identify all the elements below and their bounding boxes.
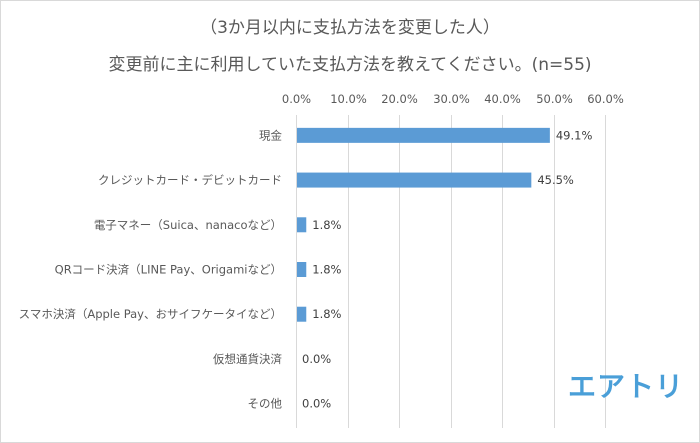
category-label: スマホ決済（Apple Pay、おサイフケータイなど） — [19, 307, 282, 321]
bar-1 — [297, 172, 532, 188]
x-tick-label: 50.0% — [536, 92, 573, 106]
category-label: 仮想通貨決済 — [213, 352, 282, 366]
data-label: 1.8% — [312, 307, 341, 321]
x-tick-label: 40.0% — [484, 92, 521, 106]
data-label: 0.0% — [302, 352, 331, 366]
bar-0 — [297, 127, 550, 143]
data-label: 45.5% — [537, 173, 574, 187]
data-label: 49.1% — [556, 128, 593, 142]
bar-4 — [297, 306, 307, 322]
category-label: QRコード決済（LINE Pay、Origamiなど） — [55, 263, 282, 277]
x-tick-label: 60.0% — [587, 92, 624, 106]
category-label: 電子マネー（Suica、nanacoなど） — [94, 218, 282, 232]
x-tick-label: 30.0% — [433, 92, 470, 106]
bar-3 — [297, 262, 307, 277]
chart-title-line-2: 変更前に主に利用していた支払方法を教えてください。(n=55) — [108, 55, 592, 75]
x-tick-label: 10.0% — [330, 92, 367, 106]
category-label: クレジットカード・デビットカード — [98, 173, 282, 187]
data-label: 1.8% — [312, 263, 341, 277]
category-label: その他 — [248, 397, 283, 411]
chart-title-line-1: （3か月以内に支払方法を変更した人） — [200, 18, 500, 38]
bar-2 — [297, 217, 307, 233]
airtrip-logo: エアトリ — [568, 370, 685, 403]
data-label: 0.0% — [302, 397, 331, 411]
x-tick-label: 20.0% — [381, 92, 418, 106]
x-tick-label: 0.0% — [282, 92, 311, 106]
category-label: 現金 — [259, 128, 282, 142]
data-label: 1.8% — [312, 218, 341, 232]
